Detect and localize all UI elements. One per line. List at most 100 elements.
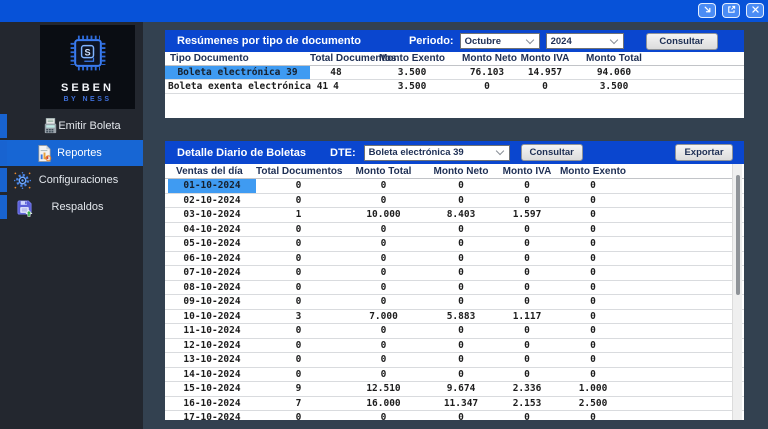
table-cell: 0 — [484, 81, 490, 92]
sidebar-item-reportes[interactable]: Reportes — [0, 140, 143, 166]
table-row[interactable]: 11-10-2024 0 0 0 0 0 — [165, 324, 744, 339]
table-row[interactable]: 14-10-2024 0 0 0 0 0 — [165, 368, 744, 382]
table-cell: 05-10-2024 — [183, 238, 241, 250]
table-row[interactable]: 17-10-2024 0 0 0 0 0 — [165, 411, 744, 420]
chevron-down-icon — [609, 35, 618, 44]
table-cell: 0 — [458, 223, 464, 235]
table-cell: 0 — [524, 354, 530, 366]
table-row[interactable]: Boleta exenta electrónica 41 4 3.500 0 0 3.50… — [165, 80, 744, 94]
sidebar-item-respaldos[interactable]: Respaldos — [0, 194, 143, 220]
table-row[interactable]: 03-10-2024 1 10.000 8.403 1.597 0 — [165, 208, 744, 223]
table-row[interactable]: 07-10-2024 0 0 0 0 0 — [165, 266, 744, 281]
table-cell: 0 — [590, 368, 596, 380]
table-cell: 10.000 — [366, 209, 401, 221]
month-select[interactable]: Octubre — [459, 33, 540, 49]
table-row[interactable]: 09-10-2024 0 0 0 0 0 — [165, 295, 744, 310]
column-header: Monto Neto — [462, 53, 517, 64]
table-cell: 0 — [590, 354, 596, 366]
sidebar: S SEBEN BY NESS Emitir Boleta Reportes Con… — [0, 22, 143, 429]
dte-select[interactable]: Boleta electrónica 39 — [363, 144, 510, 161]
year-select[interactable]: 2024 — [545, 33, 624, 49]
table-row[interactable]: Boleta electrónica 39 48 3.500 76.103 14.957… — [165, 66, 744, 80]
table-cell: 0 — [295, 281, 302, 293]
detail-consult-button[interactable]: Consultar — [520, 144, 583, 161]
table-row[interactable]: 02-10-2024 0 0 0 0 0 — [165, 194, 744, 208]
table-cell: 0 — [524, 281, 530, 293]
table-row[interactable]: 08-10-2024 0 0 0 0 0 — [165, 281, 744, 295]
column-header: Total Documentos — [310, 53, 397, 64]
table-cell: 09-10-2024 — [183, 296, 241, 308]
sidebar-item-label: Configuraciones — [38, 174, 119, 186]
detail-table: Ventas del día Total Documentos Monto Tota… — [165, 164, 744, 420]
table-cell: 0 — [380, 368, 387, 380]
table-row[interactable]: 10-10-2024 3 7.000 5.883 1.117 0 — [165, 310, 744, 324]
svg-text:S: S — [84, 47, 90, 57]
scrollbar-thumb[interactable] — [736, 175, 740, 295]
column-header: Monto IVA — [502, 165, 552, 177]
sidebar-item-emitir-boleta[interactable]: Emitir Boleta — [0, 113, 143, 139]
table-row[interactable]: 13-10-2024 0 0 0 0 0 — [165, 353, 744, 368]
table-cell: 0 — [295, 354, 302, 366]
restore-down-button[interactable] — [698, 3, 716, 18]
table-cell: 3.500 — [599, 81, 629, 92]
table-row[interactable]: 06-10-2024 0 0 0 0 0 — [165, 252, 744, 266]
sidebar-item-configuraciones[interactable]: Configuraciones — [0, 167, 143, 193]
table-row[interactable]: 16-10-2024 7 16.000 11.347 2.153 2.500 — [165, 397, 744, 411]
table-cell: 15-10-2024 — [183, 383, 241, 395]
table-cell: 8.403 — [446, 209, 476, 221]
table-cell: 0 — [380, 354, 387, 366]
close-button[interactable] — [746, 3, 764, 18]
table-cell: Boleta exenta electrónica 41 — [168, 81, 329, 92]
table-cell: 16.000 — [366, 397, 401, 409]
printer-icon — [40, 116, 60, 136]
table-cell: Boleta electrónica 39 — [165, 66, 310, 79]
table-cell: 04-10-2024 — [183, 223, 241, 235]
column-header: Monto Total — [586, 53, 642, 64]
table-cell: 4 — [333, 81, 339, 92]
table-cell: 0 — [524, 339, 530, 351]
table-cell: 76.103 — [469, 67, 505, 78]
dte-label: DTE: — [330, 146, 356, 159]
table-cell: 0 — [590, 325, 596, 337]
table-cell: 0 — [380, 325, 387, 337]
x-icon — [750, 2, 761, 20]
vertical-scrollbar[interactable] — [732, 164, 742, 420]
table-row[interactable]: 05-10-2024 0 0 0 0 0 — [165, 237, 744, 252]
table-cell: 2.500 — [578, 397, 608, 409]
table-cell: 0 — [590, 267, 596, 279]
table-cell: 0 — [524, 412, 530, 420]
table-cell: 0 — [295, 368, 302, 380]
table-cell: 0 — [380, 223, 387, 235]
column-header: Monto Exento — [559, 165, 627, 177]
accent-bar — [0, 141, 7, 165]
table-cell: 0 — [295, 180, 302, 192]
table-row[interactable]: 01-10-2024 0 0 0 0 0 — [165, 179, 744, 194]
table-row[interactable]: 04-10-2024 0 0 0 0 0 — [165, 223, 744, 237]
column-header: Tipo Documento — [170, 53, 249, 64]
export-button[interactable]: Exportar — [675, 144, 733, 161]
table-cell: 0 — [295, 252, 302, 264]
table-cell: 0 — [295, 296, 302, 308]
window-controls — [698, 3, 764, 18]
table-cell: 0 — [590, 296, 596, 308]
sidebar-item-label: Respaldos — [51, 201, 104, 213]
detail-panel: Detalle Diario de Boletas DTE: Boleta el… — [165, 141, 744, 420]
summary-consult-button[interactable]: Consultar — [645, 32, 718, 50]
table-cell: 0 — [524, 194, 530, 206]
summary-panel: Resúmenes por tipo de documento Periodo:… — [165, 30, 744, 118]
table-cell: 0 — [380, 281, 387, 293]
table-row[interactable]: 15-10-2024 9 12.510 9.674 2.336 1.000 — [165, 382, 744, 397]
column-header: Total Documentos — [256, 165, 343, 177]
table-cell: 0 — [380, 267, 387, 279]
table-cell: 7 — [295, 397, 302, 409]
table-cell: 1.000 — [578, 383, 608, 395]
table-row[interactable]: 12-10-2024 0 0 0 0 0 — [165, 339, 744, 353]
table-cell: 0 — [458, 339, 464, 351]
logo-title: SEBEN — [61, 82, 114, 94]
table-header-row: Tipo Documento Total Documentos Monto Exen… — [165, 52, 744, 66]
table-cell: 1 — [295, 209, 302, 221]
table-cell: 17-10-2024 — [183, 412, 241, 420]
table-cell: 9.674 — [446, 383, 476, 395]
detail-panel-header: Detalle Diario de Boletas DTE: Boleta el… — [165, 141, 744, 164]
open-external-button[interactable] — [722, 3, 740, 18]
